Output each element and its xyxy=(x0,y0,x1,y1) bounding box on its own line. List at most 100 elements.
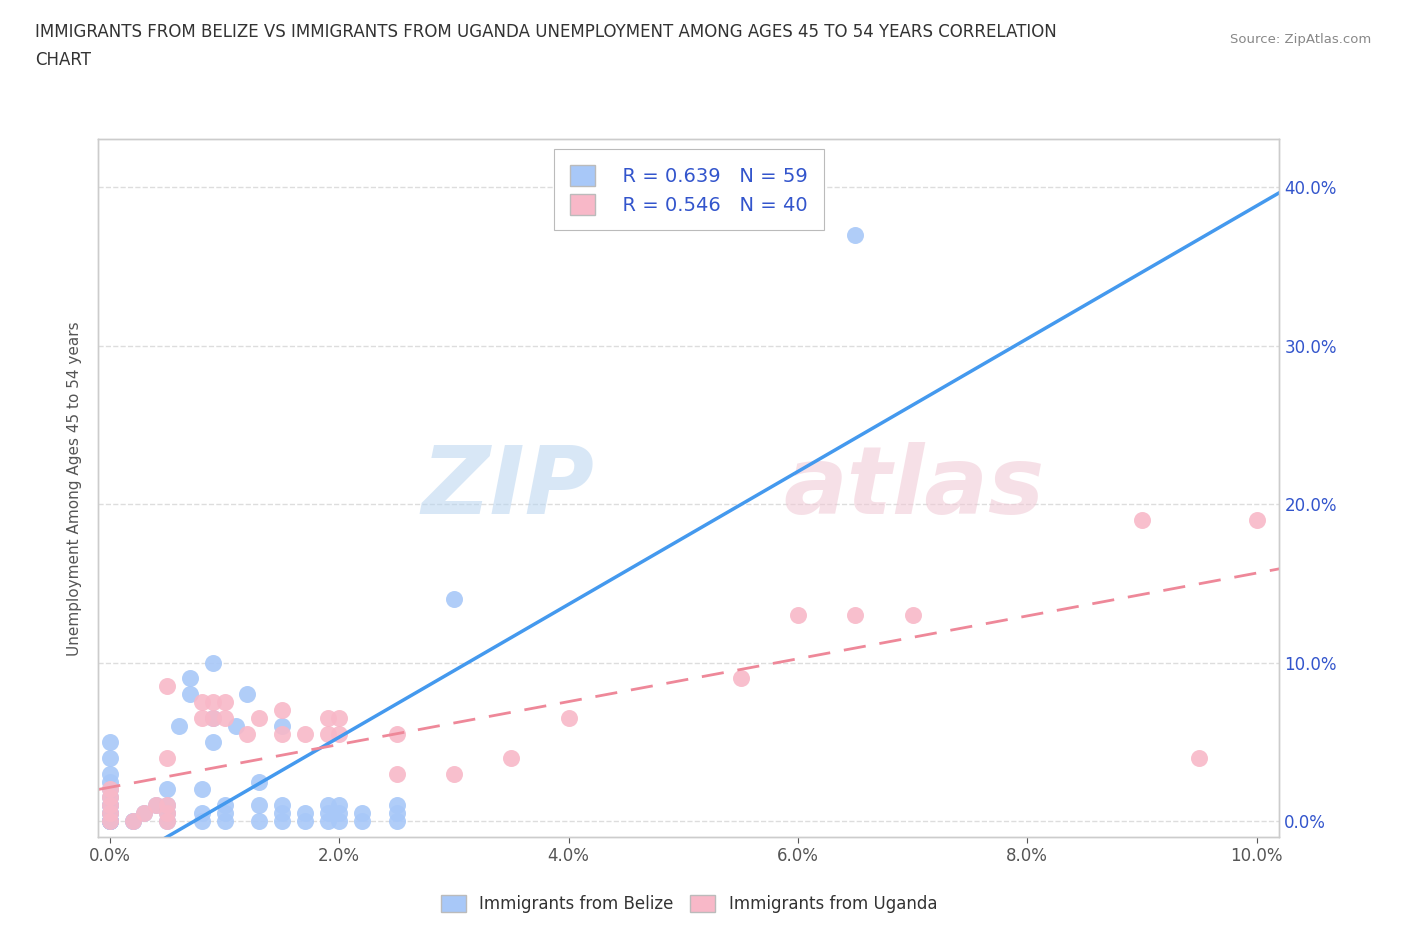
Point xyxy=(134,805,156,820)
Point xyxy=(156,814,179,829)
Point xyxy=(214,695,236,710)
Point xyxy=(98,814,121,829)
Point xyxy=(179,687,201,702)
Point xyxy=(328,726,350,741)
Point xyxy=(385,766,408,781)
Point xyxy=(557,711,579,725)
Point xyxy=(156,805,179,820)
Point xyxy=(352,814,374,829)
Point xyxy=(844,227,866,242)
Point xyxy=(247,814,270,829)
Point xyxy=(844,607,866,622)
Point xyxy=(294,726,316,741)
Point xyxy=(901,607,924,622)
Point xyxy=(214,814,236,829)
Point xyxy=(98,798,121,813)
Point xyxy=(247,774,270,789)
Point xyxy=(316,814,339,829)
Point xyxy=(156,814,179,829)
Point xyxy=(167,719,190,734)
Point xyxy=(270,814,292,829)
Point xyxy=(156,805,179,820)
Point xyxy=(316,711,339,725)
Point xyxy=(190,814,212,829)
Point xyxy=(98,735,121,750)
Point xyxy=(190,782,212,797)
Point xyxy=(730,671,752,686)
Point xyxy=(98,782,121,797)
Point xyxy=(247,798,270,813)
Text: ZIP: ZIP xyxy=(422,443,595,534)
Point xyxy=(328,798,350,813)
Point xyxy=(1130,512,1153,527)
Point xyxy=(98,805,121,820)
Point xyxy=(98,766,121,781)
Point xyxy=(98,790,121,804)
Text: CHART: CHART xyxy=(35,51,91,69)
Point xyxy=(328,805,350,820)
Point xyxy=(98,774,121,789)
Point xyxy=(443,591,465,606)
Point xyxy=(98,814,121,829)
Point xyxy=(156,782,179,797)
Text: atlas: atlas xyxy=(783,443,1045,534)
Point xyxy=(145,798,167,813)
Point xyxy=(190,711,212,725)
Point xyxy=(98,790,121,804)
Point xyxy=(98,814,121,829)
Point xyxy=(385,814,408,829)
Point xyxy=(328,814,350,829)
Point xyxy=(98,751,121,765)
Text: IMMIGRANTS FROM BELIZE VS IMMIGRANTS FROM UGANDA UNEMPLOYMENT AMONG AGES 45 TO 5: IMMIGRANTS FROM BELIZE VS IMMIGRANTS FRO… xyxy=(35,23,1057,41)
Point xyxy=(145,798,167,813)
Point xyxy=(179,671,201,686)
Point xyxy=(98,814,121,829)
Point xyxy=(236,726,259,741)
Point xyxy=(316,805,339,820)
Point xyxy=(316,726,339,741)
Point xyxy=(202,711,225,725)
Point xyxy=(247,711,270,725)
Point xyxy=(270,726,292,741)
Point xyxy=(270,805,292,820)
Point xyxy=(190,805,212,820)
Point xyxy=(202,711,225,725)
Point xyxy=(98,814,121,829)
Point xyxy=(202,735,225,750)
Point xyxy=(294,805,316,820)
Legend: Immigrants from Belize, Immigrants from Uganda: Immigrants from Belize, Immigrants from … xyxy=(434,888,943,920)
Point xyxy=(1246,512,1268,527)
Point xyxy=(385,805,408,820)
Point xyxy=(134,805,156,820)
Point xyxy=(214,805,236,820)
Point xyxy=(121,814,143,829)
Point xyxy=(385,726,408,741)
Point xyxy=(501,751,523,765)
Point xyxy=(98,814,121,829)
Point xyxy=(385,798,408,813)
Point xyxy=(98,798,121,813)
Point xyxy=(98,798,121,813)
Point xyxy=(98,805,121,820)
Point xyxy=(202,695,225,710)
Text: Source: ZipAtlas.com: Source: ZipAtlas.com xyxy=(1230,33,1371,46)
Point xyxy=(443,766,465,781)
Point xyxy=(316,798,339,813)
Point xyxy=(270,798,292,813)
Point xyxy=(1188,751,1211,765)
Point xyxy=(98,782,121,797)
Point xyxy=(352,805,374,820)
Point xyxy=(214,711,236,725)
Point xyxy=(236,687,259,702)
Point xyxy=(270,719,292,734)
Point xyxy=(121,814,143,829)
Point xyxy=(786,607,808,622)
Point xyxy=(98,805,121,820)
Point xyxy=(190,695,212,710)
Point xyxy=(328,711,350,725)
Point xyxy=(270,703,292,718)
Point xyxy=(121,814,143,829)
Point xyxy=(156,798,179,813)
Point xyxy=(214,798,236,813)
Y-axis label: Unemployment Among Ages 45 to 54 years: Unemployment Among Ages 45 to 54 years xyxy=(67,321,83,656)
